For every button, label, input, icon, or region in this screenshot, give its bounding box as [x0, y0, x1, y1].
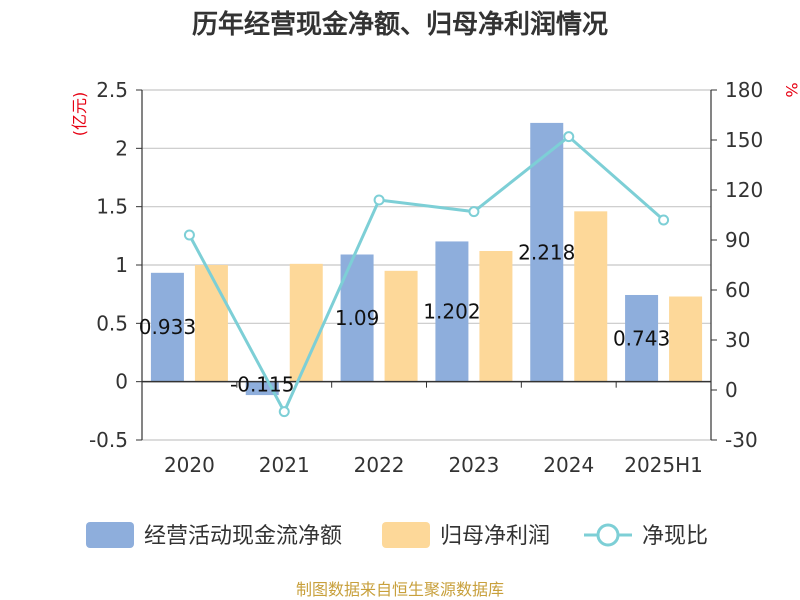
line-ratio	[188, 134, 665, 416]
line-ratio-point	[278, 406, 290, 418]
data-labels: 0.933 -0.115 1.09 1.202 2.218 0.743	[139, 240, 670, 396]
legend-label-ratio: 净现比	[642, 524, 708, 549]
line-series-group	[183, 131, 670, 418]
bar-net-profit	[479, 251, 513, 382]
legend-marker-ratio	[596, 523, 620, 547]
legend-label-cash-flow: 经营活动现金流净额	[144, 524, 342, 549]
x-tick-label: 2024	[543, 453, 594, 477]
line-ratio-point	[183, 229, 195, 241]
data-label-cash-flow: 0.933	[139, 315, 196, 339]
line-ratio-point	[658, 214, 670, 226]
y-right-tick-label: 90	[725, 228, 750, 252]
y-left-tick-label: 0.5	[96, 311, 128, 335]
y-right-tick-label: -30	[725, 428, 758, 452]
x-tick-label: 2022	[354, 453, 405, 477]
chart-title: 历年经营现金净额、归母净利润情况	[192, 9, 608, 40]
y-axis-right-label: %	[782, 82, 800, 97]
y-left-tick-label: 2.5	[96, 78, 128, 102]
bar-net-profit	[384, 270, 418, 382]
y-axis-left-label: (亿元)	[70, 92, 89, 137]
bar-cash-flow	[530, 122, 564, 382]
y-right-tick-label: 180	[725, 78, 763, 102]
data-label-cash-flow: 0.743	[613, 326, 670, 350]
legend: 经营活动现金流净额 归母净利润 净现比	[86, 522, 708, 549]
source-note: 制图数据来自恒生聚源数据库	[296, 580, 504, 599]
data-label-cash-flow: 2.218	[518, 240, 575, 264]
y-left-tick-label: 1	[115, 253, 128, 277]
legend-swatch-cash-flow	[86, 522, 134, 548]
y-right-tick-label: 30	[725, 328, 750, 352]
line-ratio-point	[563, 131, 575, 143]
legend-label-net-profit: 归母净利润	[440, 524, 550, 549]
data-label-cash-flow: 1.09	[335, 306, 380, 330]
line-ratio-point	[373, 194, 385, 206]
legend-swatch-net-profit	[382, 522, 430, 548]
x-tick-label: 2020	[164, 453, 215, 477]
y-left-tick-label: 0	[115, 370, 128, 394]
y-right-tick-label: 60	[725, 278, 750, 302]
y-left-tick-label: 2	[115, 136, 128, 160]
x-tick-label: 2021	[259, 453, 310, 477]
x-tick-label: 2023	[448, 453, 499, 477]
y-right-tick-label: 0	[725, 378, 738, 402]
bar-cash-flow	[435, 241, 469, 382]
y-right-tick-label: 150	[725, 128, 763, 152]
bar-net-profit	[574, 211, 608, 382]
x-tick-label: 2025H1	[624, 453, 703, 477]
data-label-cash-flow: 1.202	[423, 300, 480, 324]
line-ratio-point	[468, 206, 480, 218]
bar-cash-flow	[150, 272, 184, 382]
y-left-tick-label: -0.5	[89, 428, 128, 452]
bar-net-profit	[194, 265, 228, 382]
y-right-tick-label: 120	[725, 178, 763, 202]
bar-series-group	[150, 122, 703, 396]
data-label-cash-flow: -0.115	[230, 373, 294, 397]
axes: 2.5 2 1.5 1 0.5 0 -0.5 180 150 120 90 60 30 0 -30 2020 2…	[89, 78, 763, 477]
y-left-tick-label: 1.5	[96, 195, 128, 219]
bar-cash-flow	[625, 294, 659, 382]
bar-net-profit	[669, 296, 703, 382]
